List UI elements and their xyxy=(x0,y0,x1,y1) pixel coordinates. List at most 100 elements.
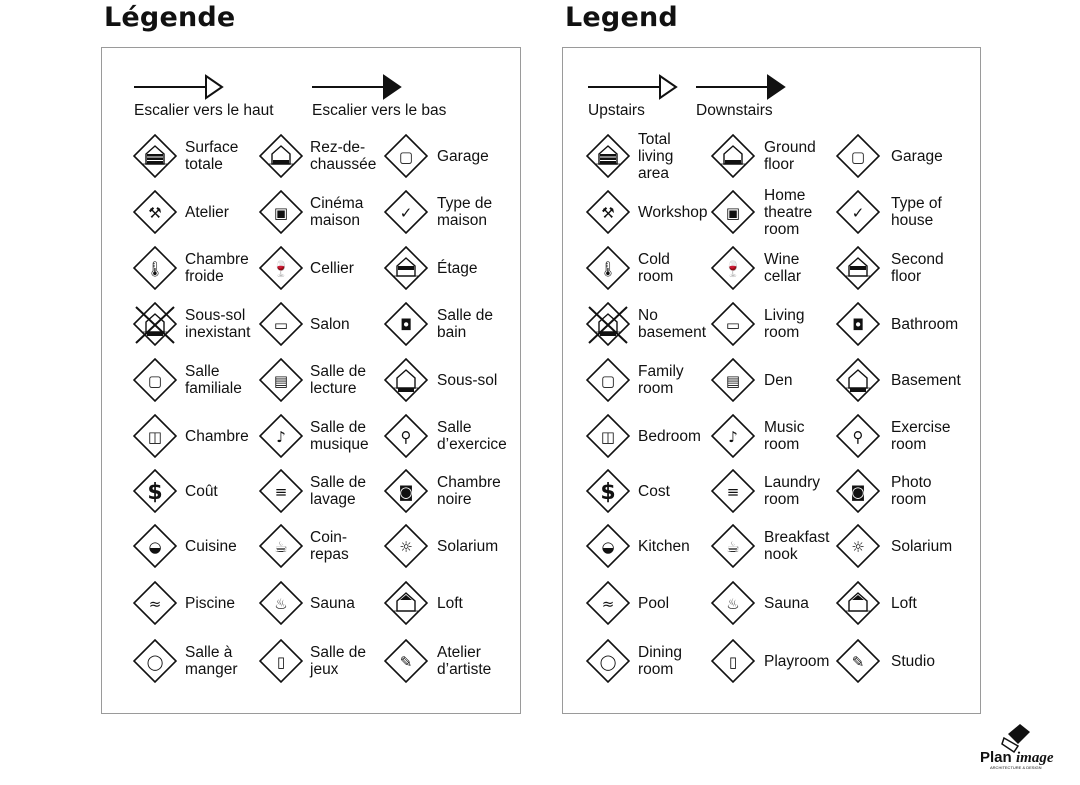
legend-item-label: Den xyxy=(764,371,793,389)
svg-text:▤: ▤ xyxy=(274,372,288,390)
legend-item-label: Cellier xyxy=(310,259,354,277)
second-floor-icon xyxy=(384,246,428,290)
legend-item-label: Surface totale xyxy=(185,139,239,173)
legend-item-label: Ground floor xyxy=(764,139,816,173)
legend-item-label: Bathroom xyxy=(891,315,959,333)
planimage-logo: Plan image ARCHITECTURE & DESIGN xyxy=(980,724,1054,770)
svg-text:🍷: 🍷 xyxy=(724,260,743,278)
dollar-icon: $ xyxy=(133,469,177,513)
swimmer-icon: ≈ xyxy=(133,581,177,625)
camera-icon: ◙ xyxy=(836,469,880,513)
legend-item-label: Salle de lecture xyxy=(310,363,367,397)
hammer-icon: ⚒ xyxy=(133,190,177,234)
stairs-down-arrow-icon xyxy=(696,74,786,100)
svg-text:Plan: Plan xyxy=(980,749,1012,766)
legend-item-label: Basement xyxy=(891,371,961,389)
legend-item-label: Rez-de- chaussée xyxy=(310,139,377,173)
legend-item-label: Salon xyxy=(310,315,350,333)
svg-text:⚲: ⚲ xyxy=(401,428,412,446)
total-area-icon xyxy=(586,134,630,178)
book-icon: ▤ xyxy=(259,358,303,402)
hammer-icon: ⚒ xyxy=(586,190,630,234)
english-legend-title: Legend xyxy=(565,2,678,33)
legend-item-label: Living room xyxy=(764,307,805,341)
svg-text:☼: ☼ xyxy=(399,538,412,556)
legend-item-label: Second floor xyxy=(891,251,944,285)
toilet-icon: ◘ xyxy=(384,302,428,346)
sofa-icon: ▭ xyxy=(259,302,303,346)
french-legend-panel: Escalier vers le haut Escalier vers le b… xyxy=(101,47,521,714)
legend-item-label: Salle d’exercice xyxy=(437,419,507,453)
no-basement-icon xyxy=(133,302,177,346)
total-area-icon xyxy=(133,134,177,178)
svg-text:≡: ≡ xyxy=(727,483,740,501)
legend-item-label: Music room xyxy=(764,419,805,453)
legend-item-label: Sauna xyxy=(764,594,809,612)
svg-text:▣: ▣ xyxy=(274,204,288,222)
legend-item-label: Loft xyxy=(891,594,917,612)
legend-item-label: Chambre xyxy=(185,427,249,445)
ground-floor-icon xyxy=(259,134,303,178)
svg-text:◘: ◘ xyxy=(852,316,864,334)
tv-icon: ▢ xyxy=(133,358,177,402)
legend-item-label: Piscine xyxy=(185,594,235,612)
second-floor-icon xyxy=(836,246,880,290)
legend-item-label: Cinéma maison xyxy=(310,195,364,229)
legend-item-label: Workshop xyxy=(638,203,708,221)
stairs-up-label: Escalier vers le haut xyxy=(134,102,274,119)
legend-item-label: Type de maison xyxy=(437,195,493,229)
tv-icon: ▢ xyxy=(586,358,630,402)
house-check-icon: ✓ xyxy=(836,190,880,234)
legend-item-label: Exercise room xyxy=(891,419,951,453)
bed-icon: ◫ xyxy=(133,414,177,458)
legend-item-label: Sous-sol xyxy=(437,371,498,389)
legend-item-label: Sous-sol inexistant xyxy=(185,307,251,341)
legend-item-label: Playroom xyxy=(764,652,830,670)
svg-text:◒: ◒ xyxy=(148,538,161,556)
home-theatre-icon: ▣ xyxy=(711,190,755,234)
svg-text:⚒: ⚒ xyxy=(601,204,614,222)
no-basement-icon xyxy=(586,302,630,346)
svg-text:▢: ▢ xyxy=(148,372,162,390)
sun-icon: ☼ xyxy=(836,524,880,568)
legend-item-label: Sauna xyxy=(310,594,355,612)
svg-text:☕: ☕ xyxy=(726,538,739,556)
legend-item-label: Salle de jeux xyxy=(310,644,367,678)
legend-item-label: Salle de musique xyxy=(310,419,369,453)
garage-icon: ▢ xyxy=(384,134,428,178)
svg-text:▯: ▯ xyxy=(277,653,285,671)
svg-text:≈: ≈ xyxy=(149,595,162,613)
bed-icon: ◫ xyxy=(586,414,630,458)
svg-text:◙: ◙ xyxy=(851,483,866,501)
svg-text:◯: ◯ xyxy=(147,653,164,671)
washer-icon: ≡ xyxy=(711,469,755,513)
sauna-icon: ♨ xyxy=(711,581,755,625)
legend-item-label: Home theatre room xyxy=(764,186,813,238)
stairs-up-label: Upstairs xyxy=(588,102,645,119)
legend-item-label: Cold room xyxy=(638,251,674,285)
legend-item-label: Coin- repas xyxy=(310,529,349,563)
svg-text:☼: ☼ xyxy=(851,538,864,556)
svg-text:☕: ☕ xyxy=(274,538,287,556)
svg-text:▤: ▤ xyxy=(726,372,740,390)
toilet-icon: ◘ xyxy=(836,302,880,346)
legend-item-label: Photo room xyxy=(891,474,932,508)
svg-text:⚒: ⚒ xyxy=(148,204,161,222)
svg-text:$: $ xyxy=(147,480,162,505)
coffee-cup-icon: ☕ xyxy=(259,524,303,568)
legend-item-label: Type of house xyxy=(891,195,942,229)
svg-text:▢: ▢ xyxy=(851,148,865,166)
legend-item-label: Solarium xyxy=(437,537,499,555)
legend-item-label: Salle de lavage xyxy=(310,474,367,508)
legend-item-label: Loft xyxy=(437,594,463,612)
legend-item-label: Pool xyxy=(638,594,670,612)
thermometer-icon: 🌡 xyxy=(586,246,630,290)
legend-item-label: Étage xyxy=(437,259,478,277)
basement-icon xyxy=(384,358,428,402)
home-theatre-icon: ▣ xyxy=(259,190,303,234)
svg-text:♪: ♪ xyxy=(276,428,286,446)
coffee-cup-icon: ☕ xyxy=(711,524,755,568)
svg-text:ARCHITECTURE & DESIGN: ARCHITECTURE & DESIGN xyxy=(990,765,1042,770)
legend-item-label: Garage xyxy=(891,147,943,165)
loft-icon xyxy=(384,581,428,625)
